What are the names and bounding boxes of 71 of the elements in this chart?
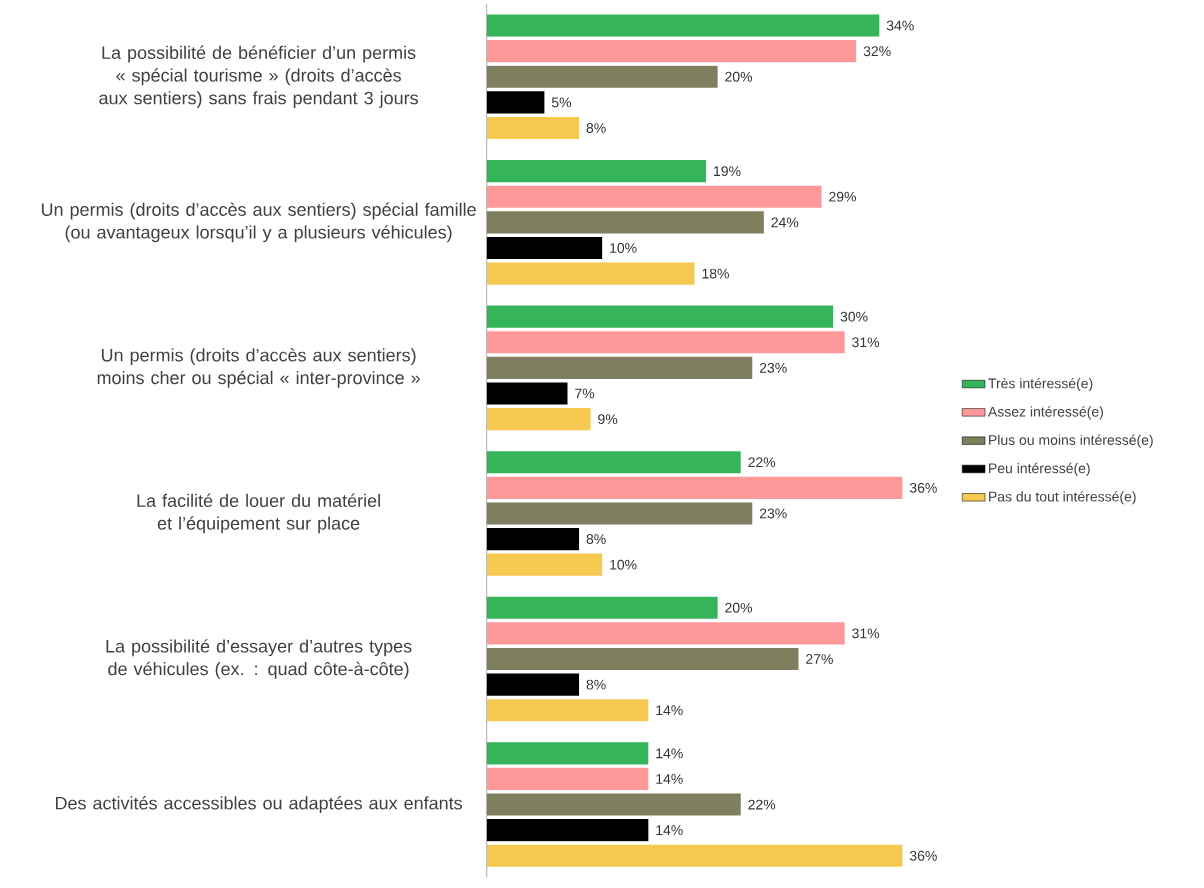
bar: [486, 211, 764, 234]
data-label: 23%: [759, 362, 787, 373]
bar: [486, 236, 603, 260]
bar: [486, 673, 580, 696]
bar: [486, 262, 695, 285]
data-label: 20%: [725, 602, 753, 613]
data-label: 34%: [886, 20, 914, 31]
legend-label: Très intéressé(e): [988, 377, 1093, 392]
y-tick-label: Un permis (droits d’accès aux sentiers) moins cher ou spécial « inter-province »: [97, 348, 420, 388]
bar: [486, 622, 845, 645]
y-tick-label: Un permis (droits d’accès aux sentiers) spécial famille (ou avantageux lorsqu’il y a plusieurs véhicules): [41, 202, 476, 243]
data-label: 30%: [840, 311, 868, 322]
data-label: 27%: [806, 654, 833, 664]
data-label: 19%: [714, 166, 741, 177]
bar: [486, 793, 741, 816]
bar: [486, 305, 834, 328]
bar: [486, 699, 649, 722]
data-label: 36%: [909, 850, 937, 861]
bar: [486, 40, 857, 63]
data-label: 20%: [725, 71, 753, 82]
bar: [486, 596, 718, 619]
bar: [486, 185, 822, 208]
data-label: 18%: [702, 268, 729, 279]
data-label: 22%: [748, 799, 776, 810]
bar: [486, 844, 903, 867]
bar: [486, 451, 741, 474]
data-label: 8%: [586, 534, 606, 545]
y-tick-label: La facilité de louer du matériel et l’équipement sur place: [137, 493, 380, 534]
bar: [486, 502, 753, 525]
data-label: 14%: [656, 774, 683, 784]
bar: [486, 116, 580, 140]
data-label: 8%: [586, 679, 606, 690]
bar: [486, 553, 603, 576]
bar: [486, 767, 649, 790]
bar: [486, 382, 568, 405]
y-tick-label: La possibilité de bénéficier d’un permis « spécial tourisme » (droits d’accès aux sentiers) sans frais pendant 3 jours: [99, 45, 418, 108]
legend-label: Plus ou moins intéressé(e): [989, 434, 1153, 448]
bar: [486, 356, 753, 379]
data-label: 9%: [598, 414, 618, 425]
data-label: 22%: [748, 457, 776, 468]
data-label: 24%: [771, 217, 799, 228]
data-label: 31%: [852, 337, 880, 348]
data-label: 31%: [852, 628, 880, 639]
bar: [486, 819, 649, 842]
data-label: 36%: [909, 482, 937, 493]
data-label: 29%: [829, 191, 857, 202]
data-label: 14%: [656, 825, 683, 836]
legend-label: Pas du tout intéressé(e): [989, 491, 1136, 505]
data-label: 10%: [610, 243, 637, 253]
data-label: 23%: [759, 508, 787, 519]
bar: [486, 647, 799, 671]
data-label: 32%: [863, 46, 891, 57]
data-label: 5%: [551, 97, 572, 108]
bar: [486, 65, 718, 88]
data-label: 14%: [656, 748, 683, 759]
bar: [486, 91, 545, 114]
bar: [486, 476, 903, 499]
bar: [486, 14, 880, 37]
bar: [486, 408, 591, 431]
bar: [486, 331, 845, 354]
data-label: 14%: [656, 705, 683, 716]
bar: [486, 528, 580, 551]
data-label: 10%: [610, 559, 637, 570]
legend-label: Assez intéressé(e): [987, 406, 1103, 420]
y-tick-label: Des activités accessibles ou adaptées aux enfants: [55, 796, 462, 814]
bar: [486, 160, 707, 183]
y-tick-label: La possibilité d’essayer d’autres types de véhicules (ex. : quad côte-à-côte): [106, 639, 412, 679]
bar: [486, 742, 649, 765]
legend-label: Peu intéressé(e): [989, 462, 1090, 477]
data-label: 8%: [586, 123, 606, 133]
data-label: 7%: [575, 388, 595, 399]
